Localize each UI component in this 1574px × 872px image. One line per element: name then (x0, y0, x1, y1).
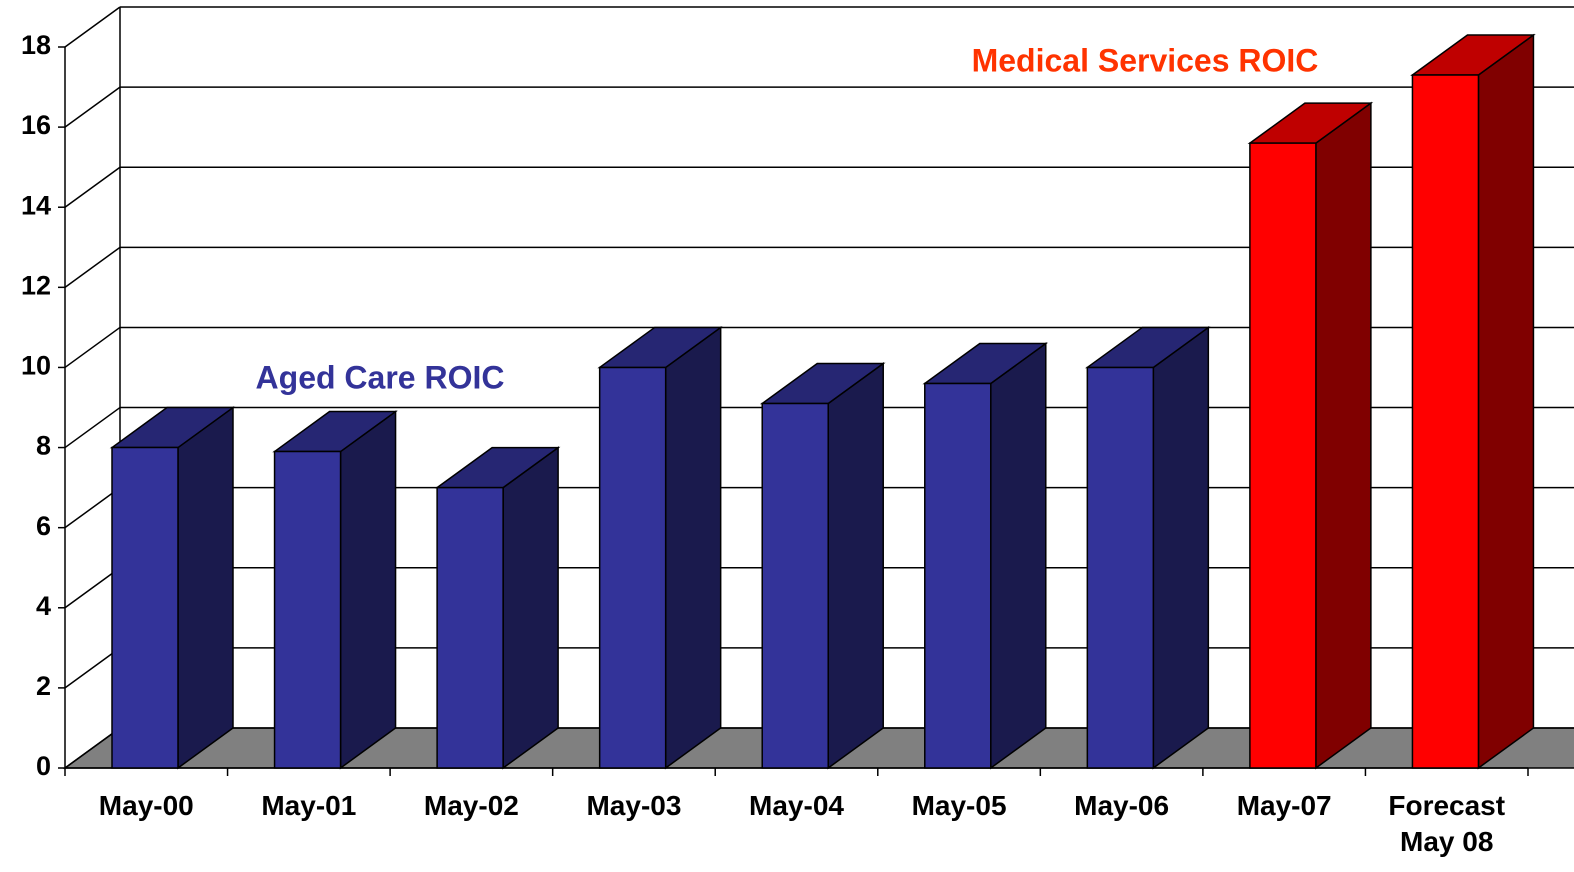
y-tick-label: 2 (36, 671, 51, 701)
bar (924, 382, 992, 769)
x-tick-label: May-00 (98, 790, 194, 821)
grid-line (64, 567, 121, 609)
grid-line (64, 727, 121, 769)
x-tick-label: May-04 (749, 790, 844, 821)
grid-line (64, 406, 121, 449)
y-tick-label: 18 (21, 30, 51, 60)
x-tick-label: May-07 (1236, 790, 1332, 821)
grid-line (64, 6, 121, 48)
bar (1086, 366, 1155, 769)
y-tick-label: 10 (21, 351, 51, 381)
y-tick-label: 12 (21, 270, 51, 300)
bar (598, 366, 667, 769)
grid-line (64, 647, 121, 689)
bar-side (664, 325, 722, 770)
bar (1249, 142, 1317, 769)
bar-side (177, 406, 234, 770)
bar-side (1152, 325, 1210, 770)
bar (1411, 74, 1480, 769)
y-tick-label: 4 (36, 591, 51, 621)
bar (436, 486, 504, 769)
grid-line (64, 166, 121, 208)
x-tick-label: Forecast May 08 (1388, 790, 1506, 857)
bar (761, 402, 829, 769)
x-tick-label: May-05 (911, 790, 1007, 821)
x-tick-label: May-06 (1074, 790, 1170, 821)
bar-side (502, 446, 559, 770)
grid-line (64, 86, 121, 128)
y-tick-label: 0 (36, 751, 51, 781)
bar (111, 446, 179, 769)
grid-line (64, 326, 121, 369)
series-label: Medical Services ROIC (972, 42, 1319, 78)
x-tick-label: May-02 (423, 790, 519, 821)
bar-side (1477, 33, 1535, 770)
y-tick-label: 14 (21, 190, 51, 220)
y-tick-label: 8 (36, 431, 51, 461)
x-tick-label: May-03 (586, 790, 682, 821)
bar-side (339, 410, 397, 770)
bar-side (1315, 101, 1372, 770)
y-tick-label: 16 (21, 110, 51, 140)
y-tick-label: 6 (36, 511, 51, 541)
grid-line (64, 246, 121, 288)
x-tick-label: May-01 (261, 790, 357, 821)
bar-side (827, 362, 884, 770)
bar (273, 450, 342, 769)
bar-side (990, 341, 1047, 770)
series-label: Aged Care ROIC (256, 359, 505, 395)
grid-line (64, 487, 121, 529)
